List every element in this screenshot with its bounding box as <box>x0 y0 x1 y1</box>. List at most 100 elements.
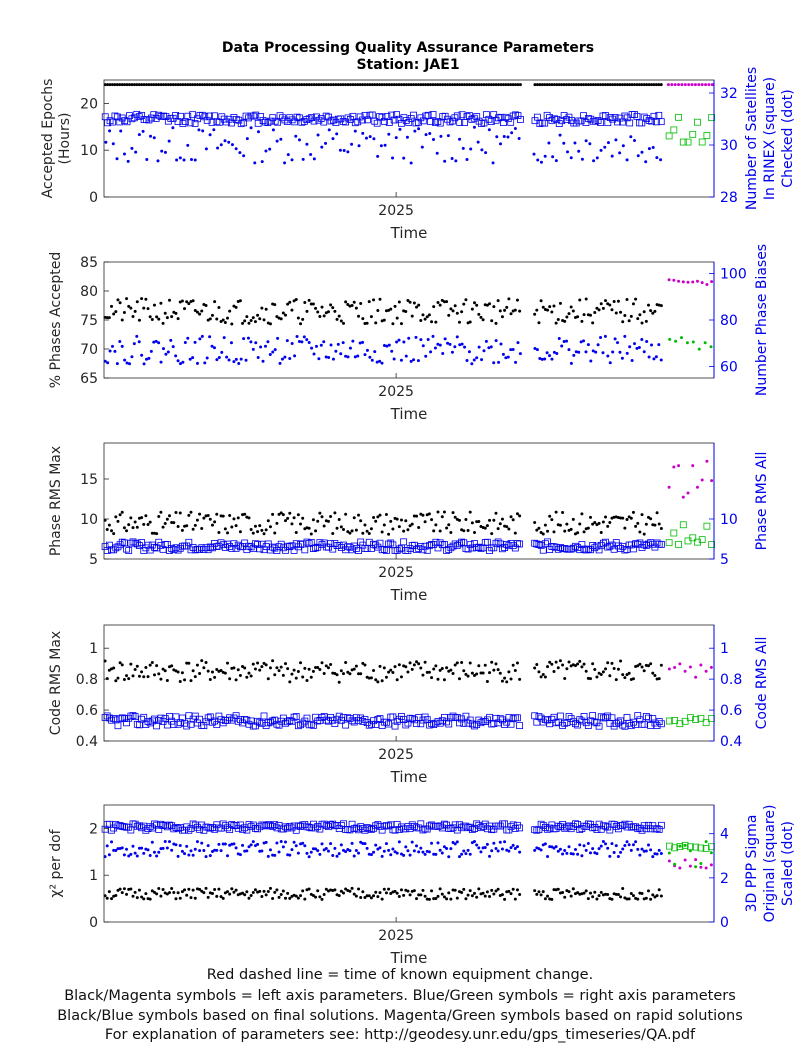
data-point-dot <box>123 358 127 362</box>
data-point-dot <box>175 158 179 162</box>
data-point-square <box>617 717 624 725</box>
data-point-dot <box>552 304 556 308</box>
data-point-dot <box>683 858 687 862</box>
data-point-dot <box>135 664 139 668</box>
data-point-dot <box>477 312 481 316</box>
data-point-dot <box>434 896 438 900</box>
data-point-square <box>597 119 604 126</box>
data-point-dot <box>472 358 476 362</box>
data-point-square <box>458 111 466 119</box>
data-point-dot <box>239 357 243 361</box>
data-point-dot <box>550 518 554 522</box>
data-point-dot <box>142 897 146 901</box>
data-point-dot <box>208 83 212 87</box>
data-point-dot <box>539 848 543 852</box>
data-point-dot <box>507 297 511 301</box>
data-point-square <box>303 823 311 831</box>
data-point-dot <box>183 83 187 87</box>
data-point-square <box>516 540 524 548</box>
data-point-dot <box>297 83 301 87</box>
data-point-dot <box>487 128 491 132</box>
data-point-dot <box>318 668 322 672</box>
data-point-dot <box>329 83 333 87</box>
data-point-square <box>230 540 238 548</box>
data-point-dot <box>550 897 554 901</box>
data-point-dot <box>601 520 605 524</box>
data-point-square <box>140 822 148 830</box>
data-point-dot <box>644 896 648 900</box>
data-point-dot <box>432 667 436 671</box>
data-point-dot <box>700 83 704 87</box>
data-point-dot <box>645 340 649 344</box>
data-point-dot <box>354 306 358 310</box>
data-point-dot <box>155 892 159 896</box>
data-point-dot <box>294 297 298 301</box>
data-point-square <box>679 521 687 529</box>
data-point-square <box>320 820 328 828</box>
data-point-dot <box>301 516 305 520</box>
data-point-dot <box>228 892 232 896</box>
data-point-dot <box>193 308 197 312</box>
data-point-dot <box>611 83 615 87</box>
data-point-dot <box>650 83 654 87</box>
data-point-dot <box>384 675 388 679</box>
data-point-square <box>346 543 354 551</box>
data-point-dot <box>637 346 641 350</box>
data-point-dot <box>288 680 292 684</box>
data-point-dot <box>572 83 576 87</box>
data-point-square <box>610 821 618 828</box>
data-point-dot <box>234 147 238 151</box>
data-point-dot <box>492 841 496 845</box>
data-point-square <box>464 545 472 553</box>
left-tick-label: 0.4 <box>76 734 98 750</box>
data-point-dot <box>551 155 555 159</box>
data-point-dot <box>127 362 131 366</box>
data-point-dot <box>651 671 655 675</box>
data-point-dot <box>571 309 575 313</box>
left-axis-label: Code RMS Max <box>48 631 64 735</box>
data-point-dot <box>135 83 139 87</box>
data-point-square <box>260 821 268 829</box>
data-point-dot <box>253 888 257 892</box>
data-point-dot <box>503 308 507 312</box>
data-point-square <box>578 825 586 832</box>
data-point-dot <box>266 340 270 344</box>
data-point-dot <box>168 840 172 844</box>
data-point-dot <box>604 515 608 519</box>
data-point-square <box>483 538 491 546</box>
data-point-dot <box>251 840 255 844</box>
data-point-dot <box>383 143 387 147</box>
data-point-square <box>473 820 481 828</box>
data-point-square <box>584 722 592 729</box>
data-point-dot <box>659 83 663 87</box>
data-point-square <box>376 822 384 830</box>
data-point-square <box>226 826 234 833</box>
data-point-dot <box>234 846 238 850</box>
data-point-dot <box>612 300 616 304</box>
data-point-dot <box>238 151 242 155</box>
data-point-dot <box>430 841 434 845</box>
data-point-dot <box>695 279 699 283</box>
data-point-dot <box>561 511 565 515</box>
data-point-dot <box>436 677 440 681</box>
data-point-square <box>563 116 570 123</box>
data-point-dot <box>320 305 324 309</box>
left-tick-label: 2 <box>89 821 98 837</box>
data-point-dot <box>354 849 358 853</box>
data-point-dot <box>625 83 629 87</box>
data-point-dot <box>578 843 582 847</box>
data-point-dot <box>359 895 363 899</box>
data-point-dot <box>232 83 236 87</box>
right-tick-label: 32 <box>720 86 738 102</box>
data-point-square <box>133 720 141 728</box>
data-point-square <box>372 822 380 830</box>
data-point-dot <box>618 83 622 87</box>
series-left-dot-rapid <box>667 662 713 679</box>
data-point-dot <box>543 675 547 679</box>
data-point-dot <box>633 342 637 346</box>
data-point-dot <box>352 892 356 896</box>
data-point-square <box>410 111 417 119</box>
right-axis-label-line: Number Phase Biases <box>754 244 770 396</box>
data-point-dot <box>187 853 191 857</box>
